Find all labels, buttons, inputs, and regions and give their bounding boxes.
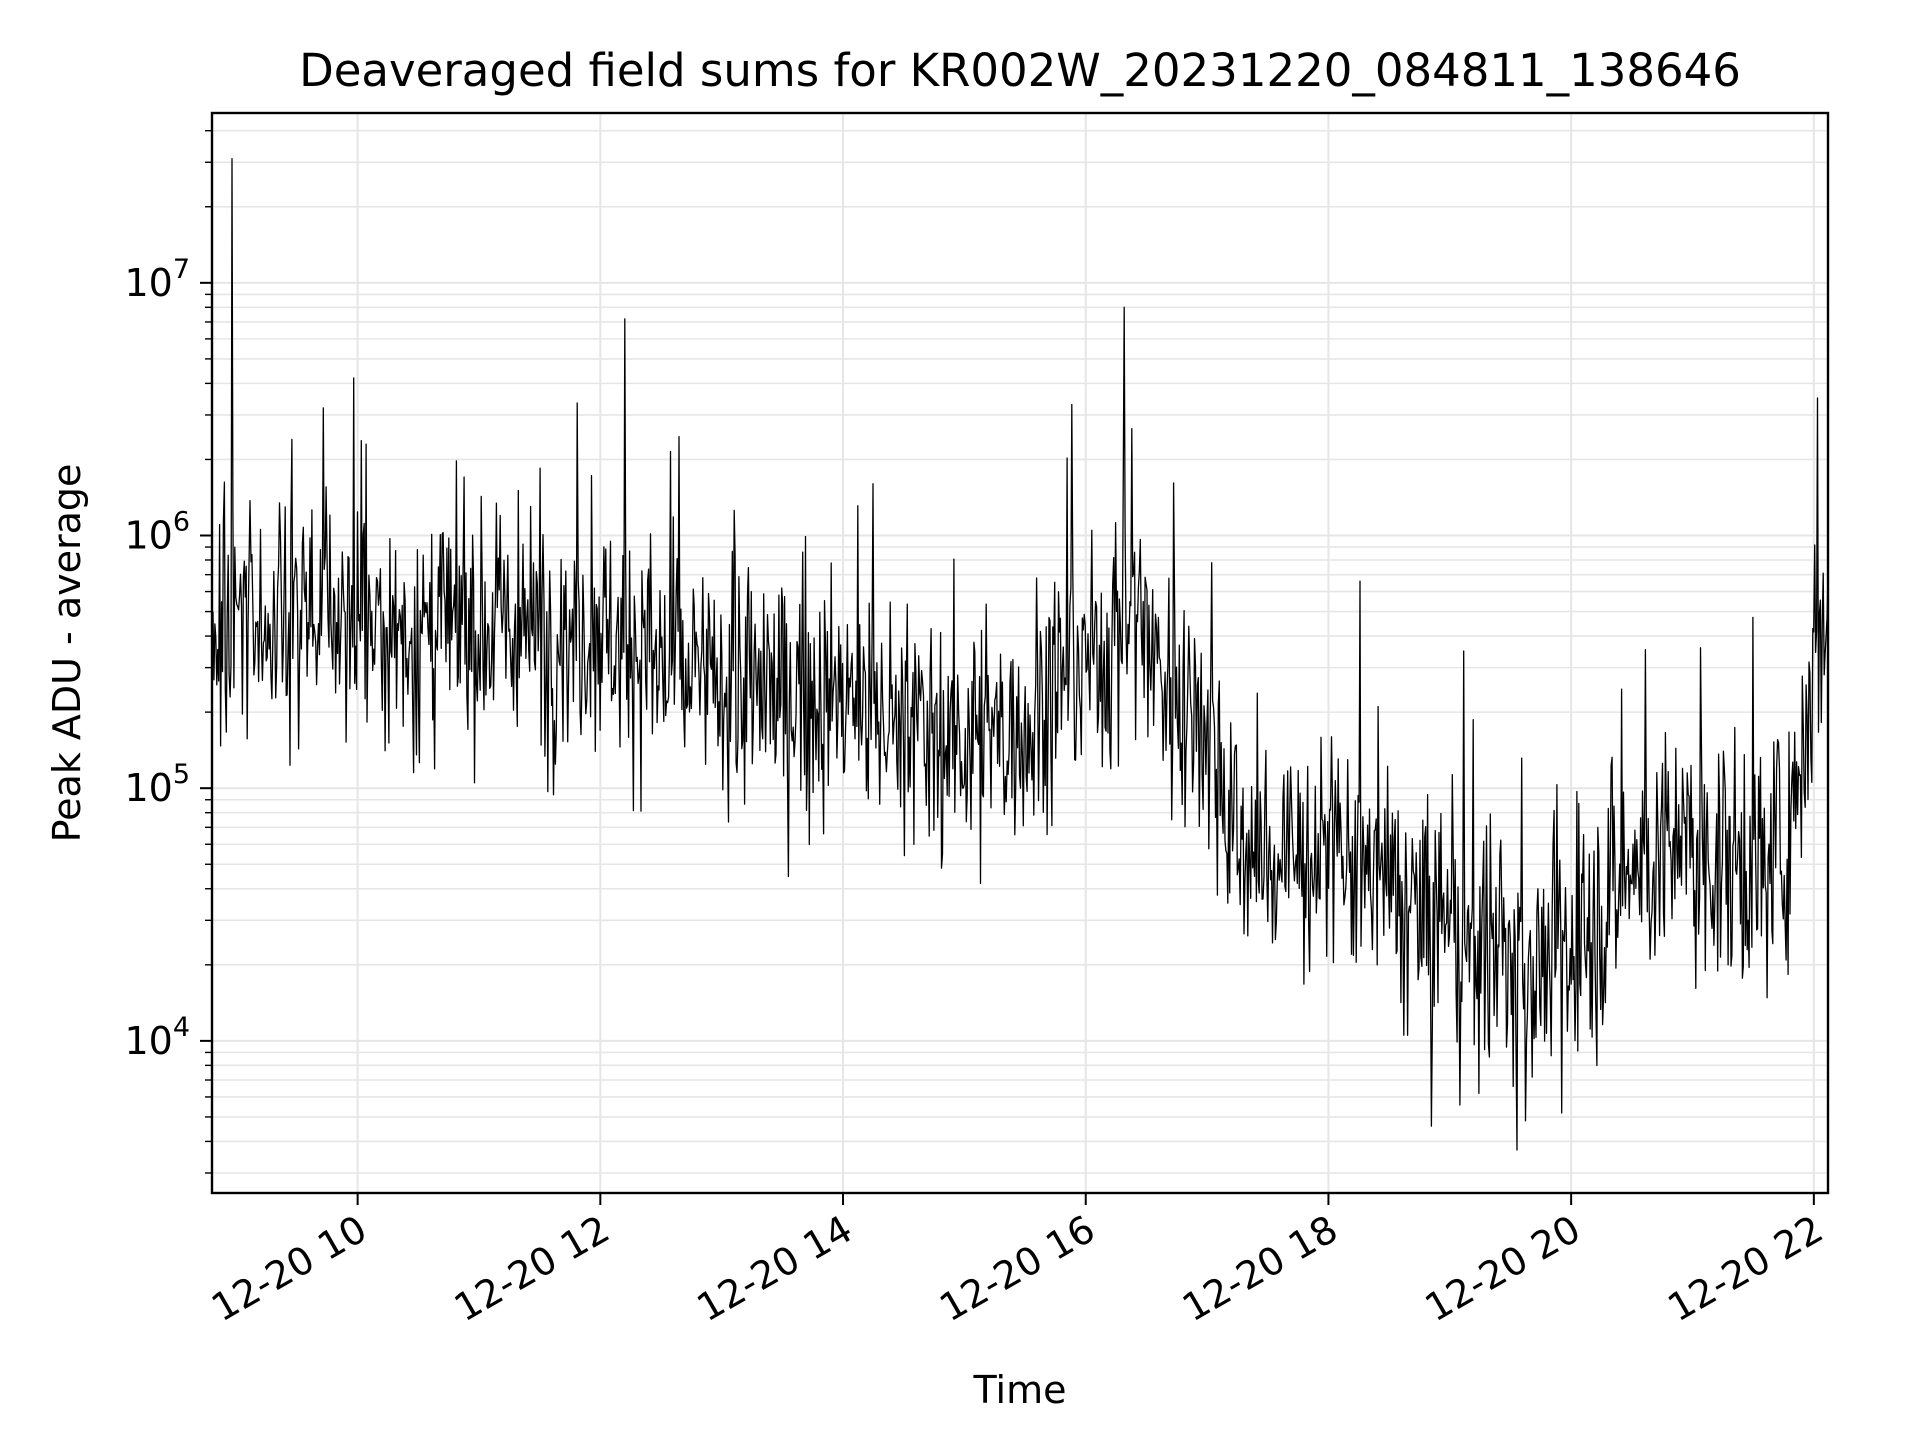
y-tick-label: 105 [124,759,190,810]
x-tick-label: 12-20 12 [447,1207,617,1331]
x-tick-label: 12-20 10 [204,1207,374,1331]
chart-title: Deaveraged field sums for KR002W_2023122… [299,44,1741,97]
series-line [211,158,1829,1151]
y-tick-label: 107 [124,254,190,305]
x-axis-label: Time [973,1368,1067,1412]
y-tick-label: 104 [124,1012,190,1063]
x-tick-label: 12-20 16 [932,1207,1102,1331]
x-tick-label: 12-20 20 [1418,1207,1588,1331]
grid [212,113,1828,1193]
x-tick-label: 12-20 22 [1660,1207,1830,1331]
x-tick-label: 12-20 18 [1175,1207,1345,1331]
series-layer [211,158,1829,1151]
y-axis-label: Peak ADU - average [45,464,89,843]
plot-frame [210,111,1830,1195]
y-tick-label: 106 [124,507,190,558]
x-tick-label: 12-20 14 [690,1207,860,1331]
